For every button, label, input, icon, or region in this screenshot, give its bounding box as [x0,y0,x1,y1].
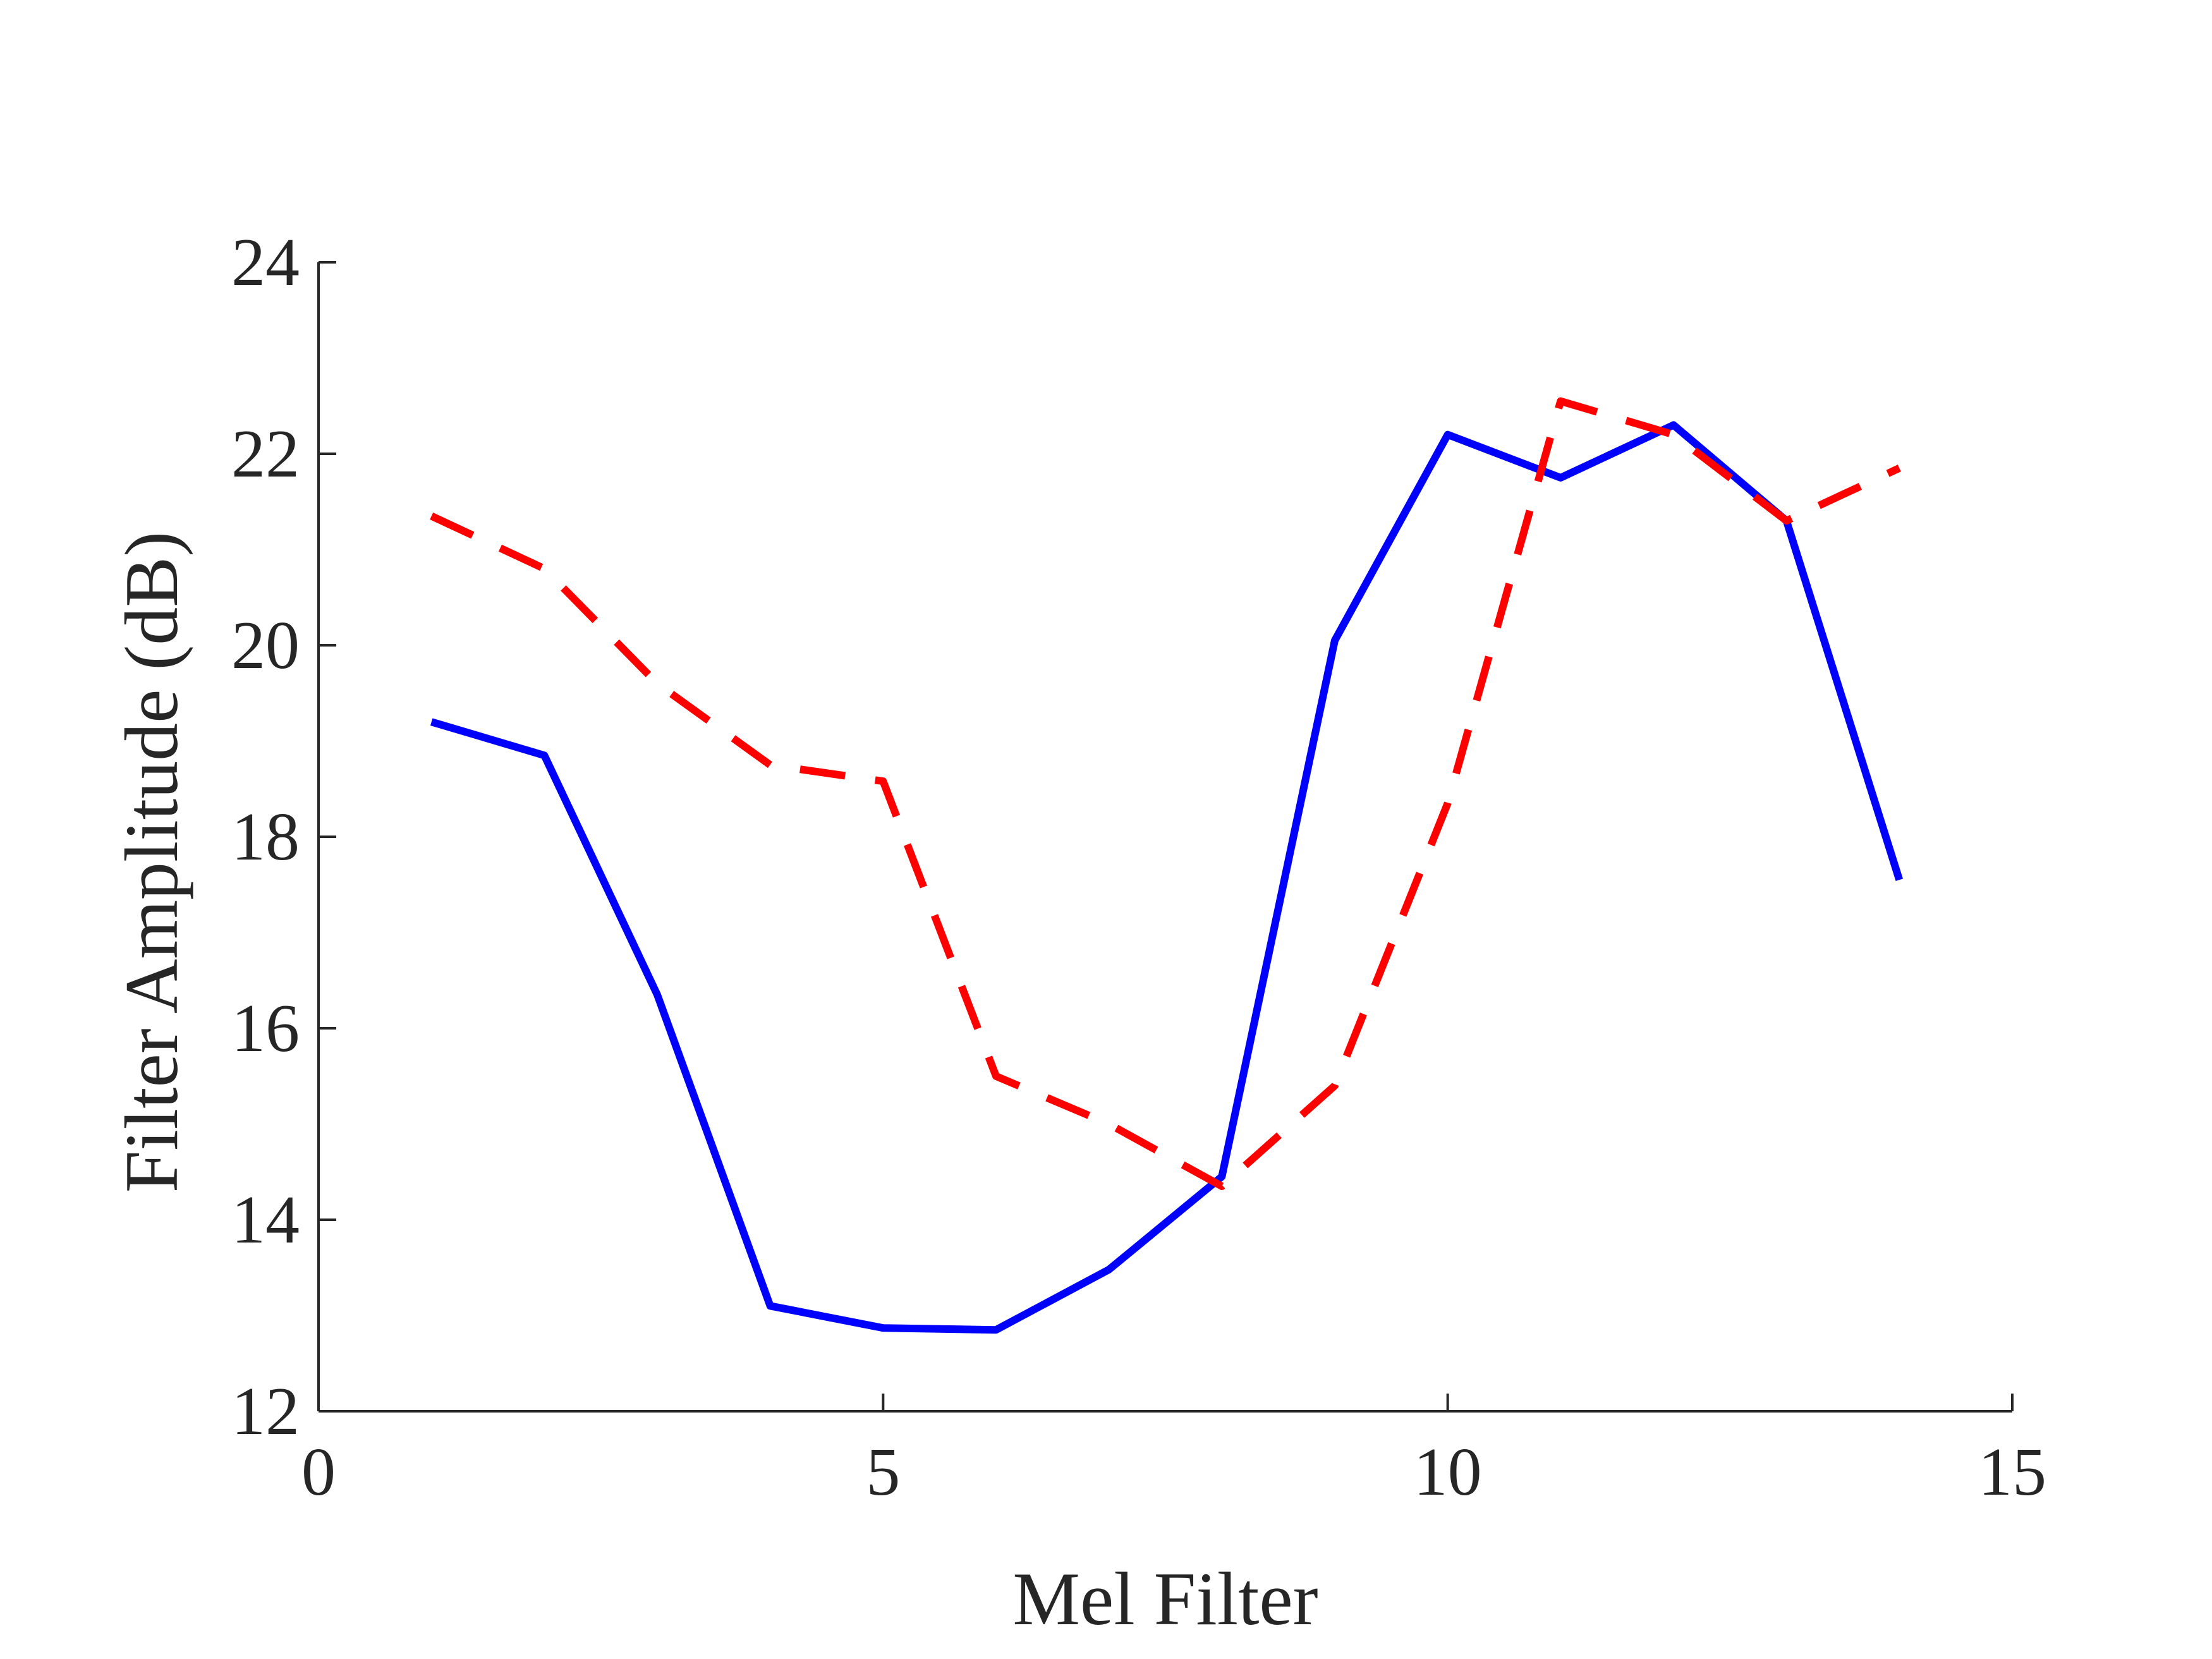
y-tick-label: 16 [231,991,300,1066]
x-tick-label: 10 [1414,1435,1482,1510]
y-tick-label: 22 [231,416,300,492]
x-tick-label: 5 [866,1435,900,1510]
series-line-2 [430,397,1901,1190]
x-tick-label: 0 [301,1435,336,1510]
x-tick-label: 15 [1978,1435,2046,1510]
y-tick-label: 20 [231,608,300,683]
series-line-1 [430,421,1904,1334]
x-axis-title: Mel Filter [1012,1557,1318,1641]
y-tick-label: 14 [231,1182,300,1258]
series-layer [430,397,1904,1334]
y-tick-label: 12 [231,1374,300,1449]
y-tick-label: 24 [231,225,300,300]
axes-layer: 0 5 10 15 12 14 16 18 20 22 24 [231,225,2046,1510]
y-axis-title: Filter Amplitude (dB) [109,532,193,1193]
y-tick-label: 18 [231,799,300,875]
